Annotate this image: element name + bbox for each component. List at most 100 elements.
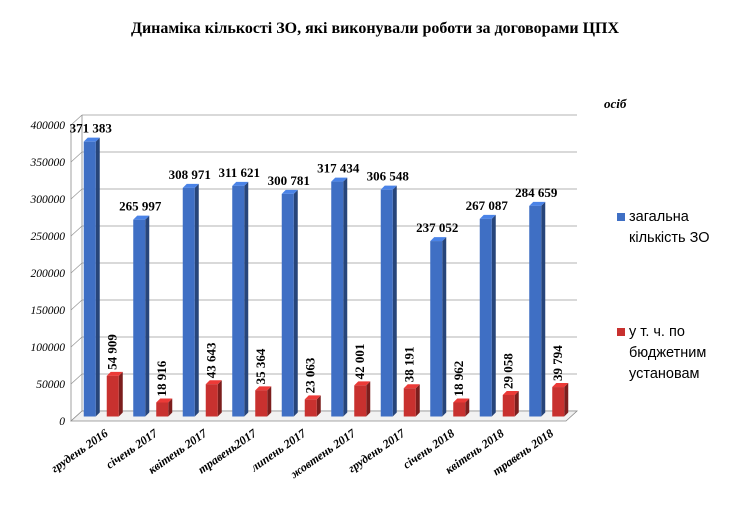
gridline-depth — [70, 114, 83, 126]
bar-top — [479, 214, 496, 219]
bar-top — [430, 237, 447, 242]
bar-top — [133, 215, 150, 220]
bar-side — [194, 183, 199, 417]
bar-side — [267, 386, 272, 417]
unit-label: осіб — [604, 96, 627, 111]
bar-top — [106, 371, 123, 376]
bar-top — [281, 189, 298, 194]
legend-label-total: загальна кількість ЗО — [629, 209, 710, 246]
y-tick-label: 300000 — [30, 194, 66, 206]
bar-total — [182, 187, 195, 417]
bar-total — [331, 181, 344, 417]
bar-total — [83, 141, 96, 417]
bar-budget — [255, 390, 268, 417]
bar-side — [145, 215, 150, 417]
data-label-total: 306 548 — [367, 169, 410, 184]
y-tick-label: 200000 — [31, 268, 66, 280]
chart-title: Динаміка кількості ЗО, які виконували ро… — [130, 20, 620, 37]
y-tick-label: 0 — [59, 416, 65, 428]
y-tick-label: 250000 — [31, 231, 66, 243]
data-label-budget: 29 058 — [501, 353, 516, 389]
bar-top — [83, 137, 100, 142]
data-label-total: 300 781 — [268, 173, 310, 188]
bar-side — [465, 398, 470, 417]
gridline-depth — [70, 299, 83, 311]
data-label-total: 371 383 — [70, 121, 113, 136]
gridline-depth — [70, 151, 83, 163]
data-label-total: 308 971 — [169, 167, 211, 182]
bar-budget — [205, 384, 218, 417]
bar-top — [205, 380, 222, 385]
bar-side — [118, 371, 123, 417]
bar-budget — [304, 399, 317, 417]
legend-swatch-total — [617, 213, 625, 221]
bar-total — [529, 205, 542, 417]
data-label-budget: 39 794 — [550, 345, 565, 381]
legend-swatch-budget — [617, 328, 625, 336]
data-label-total: 237 052 — [416, 220, 458, 235]
bar-side — [343, 177, 348, 417]
bar-side — [442, 237, 447, 417]
data-label-total: 284 659 — [515, 185, 558, 200]
data-label-total: 311 621 — [218, 165, 260, 180]
data-label-budget: 23 063 — [303, 357, 318, 393]
bar-top — [403, 384, 420, 389]
bar-side — [217, 380, 222, 417]
bar-side — [316, 395, 321, 417]
bar-budget — [354, 385, 367, 417]
data-label-budget: 38 191 — [402, 346, 417, 382]
bar-total — [380, 189, 393, 417]
bar-side — [244, 181, 249, 417]
y-tick-label: 150000 — [31, 305, 66, 317]
bar-total — [232, 185, 245, 417]
data-label-total: 265 997 — [119, 199, 162, 214]
gridline-depth — [70, 225, 83, 237]
bar-side — [514, 390, 519, 417]
bar-top — [502, 390, 519, 395]
bar-total — [133, 219, 146, 417]
data-label-total: 267 087 — [466, 198, 509, 213]
data-label-budget: 54 909 — [105, 334, 120, 370]
bar-top — [380, 185, 397, 190]
bar-top — [453, 398, 470, 403]
data-label-budget: 35 364 — [253, 348, 268, 384]
bar-side — [541, 201, 546, 417]
bar-side — [491, 214, 496, 417]
bar-top — [232, 181, 249, 186]
bar-total — [479, 218, 492, 417]
gridline-depth — [70, 262, 83, 274]
bar-top — [304, 395, 321, 400]
bar-total — [281, 193, 294, 417]
bar-side — [293, 189, 298, 417]
bar-top — [182, 183, 199, 188]
bar-budget — [552, 387, 565, 417]
bar-total — [430, 241, 443, 417]
data-label-budget: 18 916 — [154, 360, 169, 396]
data-label-budget: 18 962 — [451, 361, 466, 397]
x-tick-label: грудень 2017 — [345, 425, 408, 475]
bar-side — [415, 384, 420, 417]
bar-budget — [453, 402, 466, 417]
y-tick-label: 50000 — [36, 379, 65, 391]
y-tick-label: 100000 — [31, 342, 66, 354]
legend-item-budget: у т. ч. по бюджетним установам — [617, 322, 749, 385]
bar-side — [168, 398, 173, 417]
bar-side — [95, 137, 100, 417]
data-label-total: 317 434 — [317, 161, 360, 176]
gridline-depth — [70, 336, 83, 348]
bar-top — [552, 383, 569, 388]
data-label-budget: 42 001 — [352, 344, 367, 380]
bar-budget — [502, 394, 515, 417]
bar-budget — [403, 388, 416, 417]
y-tick-label: 400000 — [31, 120, 66, 132]
bar-top — [529, 201, 546, 206]
gridline-depth — [70, 188, 83, 200]
data-label-budget: 43 643 — [204, 342, 219, 378]
bar-side — [392, 185, 397, 417]
x-tick-label: грудень 2016 — [48, 426, 110, 475]
bar-budget — [106, 375, 119, 417]
bar-top — [255, 386, 272, 391]
legend-label-budget: у т. ч. по бюджетним установам — [629, 324, 707, 382]
legend-item-total: загальна кількість ЗО — [617, 207, 749, 249]
